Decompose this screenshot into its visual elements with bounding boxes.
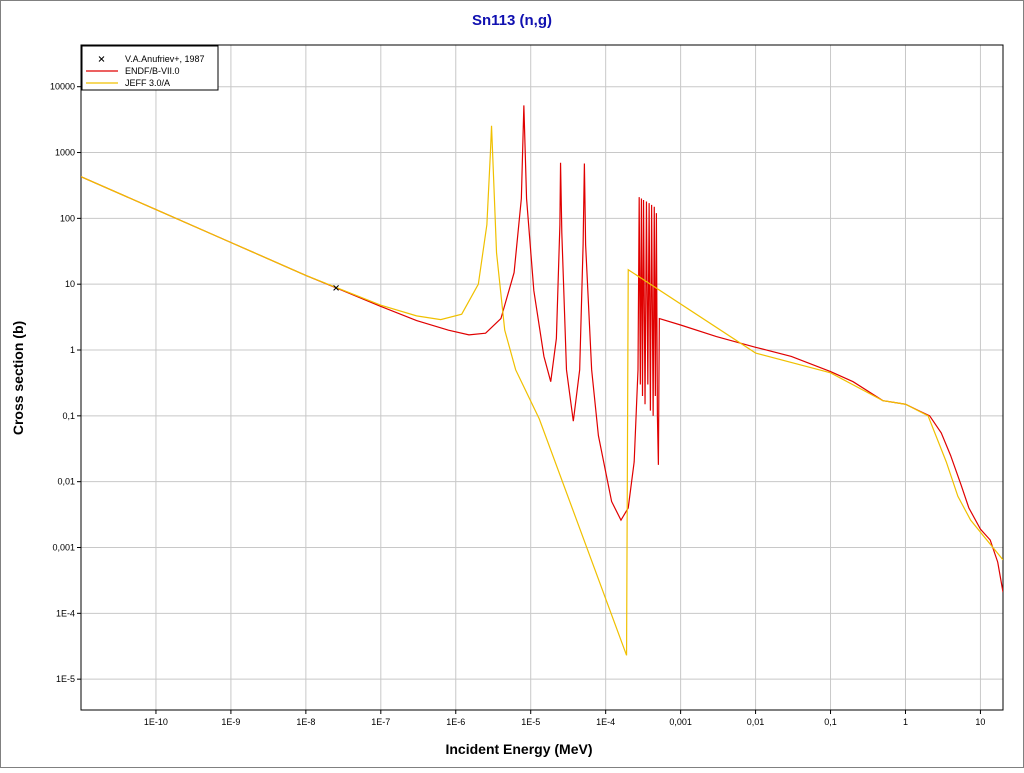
x-tick-label: 1E-10 [144,717,168,727]
x-tick-label: 1E-5 [521,717,540,727]
y-tick-label: 0,001 [52,543,75,553]
y-tick-label: 100 [60,213,75,223]
x-tick-label: 1E-8 [296,717,315,727]
plot-border [80,44,1004,711]
legend-label: V.A.Anufriev+, 1987 [125,54,204,64]
x-axis-label: Incident Energy (MeV) [445,741,592,757]
y-tick-label: 0,01 [57,477,75,487]
x-tick-label: 1E-7 [371,717,390,727]
plot-marks [81,105,1003,656]
x-tick-label: 1E-4 [596,717,615,727]
y-tick-label: 1E-5 [56,674,75,684]
x-tick-label: 0,01 [747,717,765,727]
y-tick-label: 1E-4 [56,608,75,618]
x-tick-label: 10 [975,717,985,727]
y-tick-label: 1000 [55,148,75,158]
y-tick-label: 10000 [50,82,75,92]
plot-area [81,45,1003,710]
x-tick-label: 0,1 [824,717,837,727]
chart-title: Sn113 (n,g) [472,12,552,29]
legend-label: ENDF/B-VII.0 [125,66,180,76]
series-line [81,105,1003,593]
data-point [333,284,339,291]
legend-marker [98,56,105,62]
legend-label: JEFF 3.0/A [125,78,170,88]
series-line [81,125,1003,656]
y-axis-label: Cross section (b) [10,321,26,435]
x-tick-label: 0,001 [669,717,692,727]
x-tick-label: 1E-9 [221,717,240,727]
x-tick-label: 1E-6 [446,717,465,727]
x-tick-label: 1 [903,717,908,727]
y-tick-label: 10 [65,279,75,289]
y-tick-label: 0,1 [62,411,75,421]
y-tick-label: 1 [70,345,75,355]
